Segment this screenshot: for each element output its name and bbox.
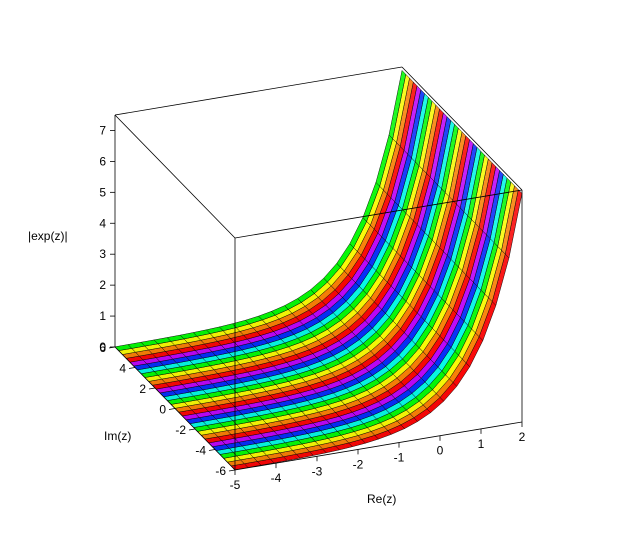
z-tick-label: 3: [99, 247, 106, 261]
x-axis-title: Re(z): [367, 492, 396, 506]
y-tick-label: -2: [175, 423, 186, 437]
y-tick-mark: [128, 367, 136, 369]
z-tick-label: 6: [99, 154, 106, 168]
y-tick-label: 4: [119, 362, 126, 376]
y-tick-mark: [188, 428, 196, 431]
y-tick-label: -4: [195, 444, 206, 458]
x-tick-label: 1: [478, 437, 485, 451]
x-tick-label: 0: [437, 444, 444, 458]
z-axis-title: |exp(z)|: [28, 229, 68, 243]
z-tick-label: 1: [99, 309, 106, 323]
x-tick-label: -1: [394, 451, 405, 465]
box-edge: [114, 66, 403, 116]
box-edge: [234, 421, 523, 471]
z-tick-label: 7: [99, 123, 106, 137]
box-edge: [401, 66, 523, 191]
y-tick-mark: [148, 387, 156, 390]
x-tick-label: 2: [519, 430, 526, 444]
y-tick-label: 2: [139, 382, 146, 396]
z-tick-label: 0: [99, 340, 106, 354]
z-tick-label: 4: [99, 216, 106, 230]
surface-mesh: [114, 69, 523, 471]
y-tick-mark: [228, 469, 236, 472]
y-tick-label: 0: [159, 403, 166, 417]
y-tick-label: -6: [215, 464, 226, 478]
box-edge: [234, 189, 523, 239]
y-tick-mark: [168, 408, 176, 410]
z-tick-label: 2: [99, 278, 106, 292]
x-tick-label: -5: [230, 478, 241, 492]
x-tick-label: -2: [353, 457, 364, 471]
z-tick-label: 5: [99, 185, 106, 199]
surface-patch: [388, 69, 407, 140]
y-tick-mark: [208, 449, 216, 451]
y-tick-label: 6: [99, 341, 106, 355]
x-tick-label: -3: [312, 464, 323, 478]
x-tick-label: -4: [271, 471, 282, 485]
box-edge: [114, 114, 236, 239]
y-tick-mark: [108, 346, 116, 349]
y-axis-title: Im(z): [104, 429, 131, 443]
